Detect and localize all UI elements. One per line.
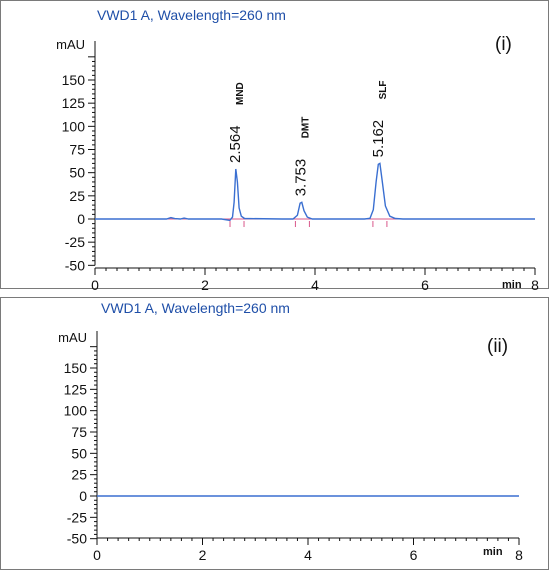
y-tick-label: 125: [62, 95, 86, 111]
chart-plot-i: -50 -25 0 25 50 75 100 125 150 mAU 0 2 4 6 8 min 2.564 MN…: [56, 37, 539, 293]
y-tick-label: 150: [62, 72, 86, 88]
peak-retention-time: 5.162: [370, 120, 387, 158]
y-tick-label: 75: [69, 142, 85, 158]
panel-label: (i): [495, 34, 512, 55]
y-tick-label: 50: [69, 165, 85, 181]
y-tick-label: 0: [77, 211, 85, 227]
y-tick-label: 100: [62, 118, 86, 134]
y-tick-label: 50: [71, 445, 87, 461]
x-tick-label: 6: [421, 277, 429, 293]
chart-title: VWD1 A, Wavelength=260 nm: [97, 7, 286, 23]
x-tick-label: 0: [91, 277, 99, 293]
y-tick-label: 25: [71, 467, 87, 483]
x-tick-label: 6: [410, 547, 418, 563]
x-axis-label: min: [483, 546, 503, 558]
peak-name-label: DMT: [300, 117, 311, 139]
y-axis-label: mAU: [56, 37, 85, 52]
x-tick-label: 4: [311, 277, 319, 293]
y-tick-label: 100: [64, 403, 88, 419]
peak-retention-time: 3.753: [292, 159, 309, 197]
y-tick-label: 25: [69, 188, 85, 204]
peak-name-label: SLF: [378, 81, 389, 100]
x-tick-label: 4: [304, 547, 312, 563]
x-tick-label: 0: [93, 547, 101, 563]
chart-plot-ii: -50 -25 0 25 50 75 100 125 150 mAU 0 2 4 6 8 min: [58, 330, 523, 563]
panel-label: (ii): [487, 336, 509, 357]
y-tick-label: 0: [79, 488, 87, 504]
chromatogram-panel-ii: VWD1 A, Wavelength=260 nm (ii) -50 -25 0 25…: [0, 297, 549, 570]
signal-trace: [95, 162, 535, 222]
x-tick-label: 8: [515, 547, 523, 563]
peak-name-label: MND: [235, 82, 246, 105]
peak-retention-time: 2.564: [227, 125, 244, 163]
y-tick-label: -50: [67, 531, 87, 547]
x-tick-label: 8: [531, 277, 539, 293]
y-tick-label: -25: [67, 509, 87, 525]
x-tick-label: 2: [201, 277, 209, 293]
chromatogram-panel-i: VWD1 A, Wavelength=260 nm (i) -50 -25 0 25 5…: [0, 0, 549, 293]
y-tick-label: -25: [65, 234, 85, 250]
y-tick-label: -50: [65, 257, 85, 273]
y-tick-label: 125: [64, 381, 88, 397]
y-tick-label: 75: [71, 424, 87, 440]
x-tick-label: 2: [199, 547, 207, 563]
x-axis-label: min: [502, 279, 522, 291]
y-tick-label: 150: [64, 360, 88, 376]
chart-title: VWD1 A, Wavelength=260 nm: [101, 300, 290, 316]
y-axis-label: mAU: [58, 330, 87, 345]
